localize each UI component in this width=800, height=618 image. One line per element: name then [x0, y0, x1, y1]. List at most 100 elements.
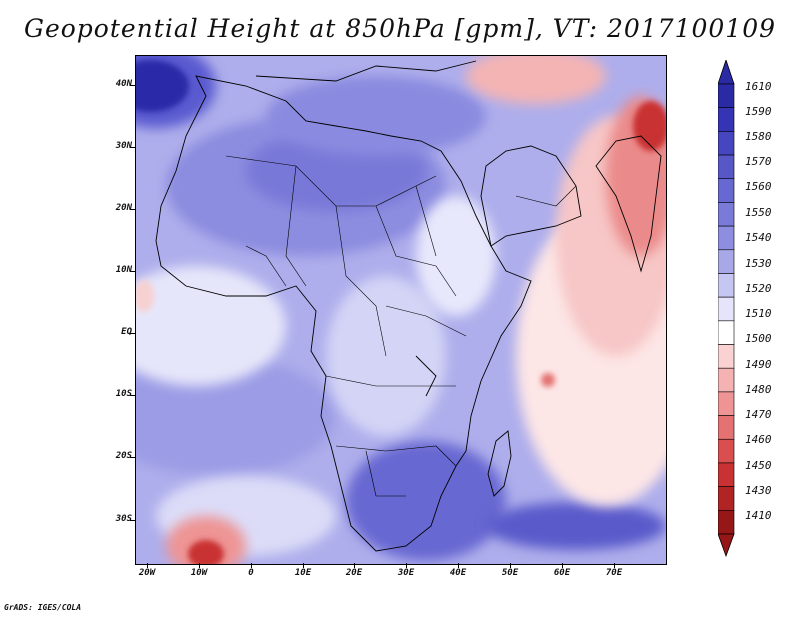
y-tick-label: 10S	[115, 389, 132, 399]
colorbar-cell	[718, 462, 735, 487]
arabia-outline	[480, 145, 582, 247]
mascarene-low	[541, 373, 555, 387]
country-borders	[225, 155, 577, 497]
colorbar-label: 1500	[745, 332, 772, 345]
colorbar-cell	[718, 83, 735, 108]
x-tick-label: 50E	[501, 568, 519, 578]
colorbar-label: 1570	[745, 155, 772, 168]
colorbar-cell	[718, 438, 735, 464]
colorbar-cell	[718, 344, 735, 369]
colorbar-cell	[718, 320, 735, 345]
europe-coast	[255, 60, 477, 82]
colorbar-label: 1460	[745, 433, 772, 446]
lake-outline	[415, 355, 437, 397]
border-line	[325, 375, 456, 387]
y-tick	[130, 520, 135, 521]
africa-outline	[155, 75, 532, 552]
colorbar-label: 1480	[745, 383, 772, 396]
y-tick-label: 20S	[115, 451, 132, 461]
x-tick	[199, 563, 200, 568]
x-tick	[614, 563, 615, 568]
colorbar-cell	[718, 178, 735, 203]
caspian-low	[466, 56, 606, 104]
y-tick-label: 10N	[115, 265, 132, 275]
map-title: Geopotential Height at 850hPa [gpm], VT:…	[23, 14, 777, 43]
border-line	[335, 205, 387, 357]
colorbar-bottom-arrow	[718, 533, 735, 558]
sw-atlantic-low-core	[188, 540, 224, 564]
border-line	[225, 155, 437, 207]
pakistan-low-core	[633, 101, 666, 151]
mediterranean-ridge	[266, 76, 486, 156]
colorbar-label: 1470	[745, 408, 772, 421]
colorbar-cell	[718, 202, 735, 227]
border-line	[375, 205, 457, 297]
y-tick	[130, 271, 135, 272]
y-tick	[130, 209, 135, 210]
colorbar-cell	[718, 225, 735, 251]
colorbar-cell	[718, 249, 735, 274]
x-tick	[510, 563, 511, 568]
border-line	[415, 185, 437, 257]
colorbar-top-arrow	[718, 60, 735, 85]
x-tick-label: 70E	[605, 568, 623, 578]
colorbar-label: 1580	[745, 130, 772, 143]
colorbar-label: 1550	[745, 206, 772, 219]
colorbar-label: 1410	[745, 509, 772, 522]
x-tick-label: 60E	[553, 568, 571, 578]
y-tick	[130, 395, 135, 396]
colorbar-label: 1520	[745, 282, 772, 295]
x-tick	[458, 563, 459, 568]
x-tick	[251, 563, 252, 568]
azores-high-core	[136, 60, 189, 112]
colorbar	[718, 60, 735, 558]
y-tick	[130, 333, 135, 334]
map-panel	[135, 55, 667, 565]
colorbar-label: 1510	[745, 307, 772, 320]
x-tick-label: 10E	[294, 568, 312, 578]
colorbar-label: 1430	[745, 484, 772, 497]
height-blobs	[136, 56, 666, 564]
y-tick-label: 40N	[115, 79, 132, 89]
y-tick-label: 30N	[115, 141, 132, 151]
x-tick-label: 40E	[449, 568, 467, 578]
colorbar-label: 1590	[745, 105, 772, 118]
south-atlantic-blue	[136, 356, 336, 476]
border-line	[245, 245, 287, 287]
x-tick	[406, 563, 407, 568]
colorbar-cell	[718, 296, 735, 322]
border-line	[515, 185, 577, 207]
geopotential-field	[136, 56, 666, 564]
x-tick	[562, 563, 563, 568]
colorbar-cells	[718, 83, 735, 535]
y-tick-label: EQ	[121, 327, 132, 337]
x-tick	[354, 563, 355, 568]
madagascar-outline	[487, 430, 512, 497]
colorbar-cell	[718, 391, 735, 416]
colorbar-label: 1530	[745, 257, 772, 270]
grads-credit: GrADS: IGES/COLA	[4, 603, 82, 612]
colorbar-label: 1490	[745, 358, 772, 371]
colorbar-label: 1540	[745, 231, 772, 244]
y-tick	[130, 85, 135, 86]
border-line	[335, 445, 457, 467]
x-tick	[147, 563, 148, 568]
colorbar-label: 1610	[745, 80, 772, 93]
colorbar-cell	[718, 273, 735, 298]
south-indian-high	[486, 502, 666, 550]
colorbar-cell	[718, 510, 735, 535]
x-tick-label: 10W	[190, 568, 208, 578]
colorbar-cell	[718, 131, 735, 156]
india-outline	[595, 135, 662, 273]
y-tick	[130, 147, 135, 148]
x-tick-label: 30E	[397, 568, 415, 578]
south-africa-high	[346, 441, 506, 561]
border-line	[285, 165, 307, 287]
y-tick-label: 20N	[115, 203, 132, 213]
colorbar-label: 1450	[745, 459, 772, 472]
x-tick-label: 20W	[138, 568, 156, 578]
colorbar-cell	[718, 154, 735, 180]
y-tick	[130, 457, 135, 458]
coastlines	[155, 60, 662, 552]
colorbar-cell	[718, 367, 735, 393]
